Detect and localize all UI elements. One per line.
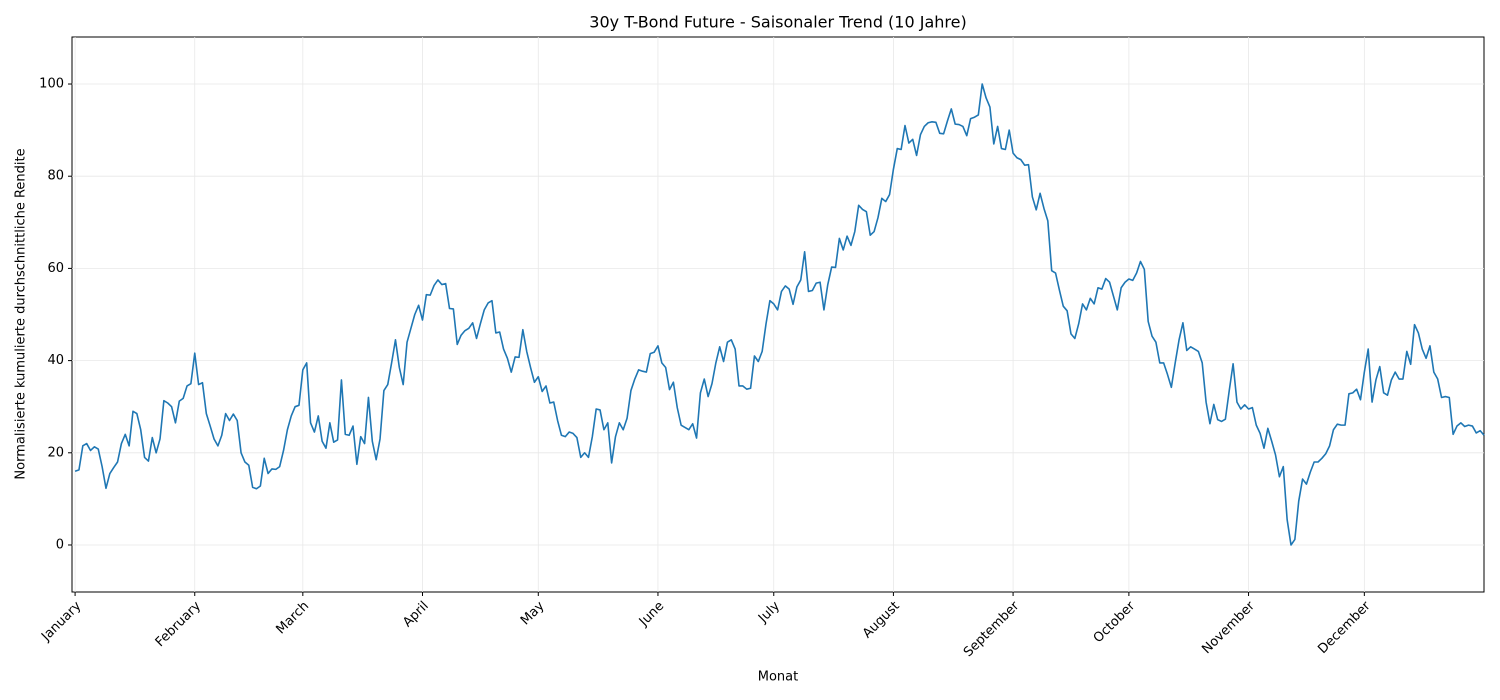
x-tick-label: November [1199,598,1258,657]
x-tick-label: May [518,598,548,628]
plot-frame [71,36,1485,593]
x-tick-label: February [153,598,205,650]
x-axis-label: Monat [758,670,798,685]
x-tick-label: June [636,599,667,630]
x-tick-label: December [1315,598,1374,657]
series-line [74,83,1485,546]
x-tick-label: September [961,598,1023,660]
chart-title: 30y T-Bond Future - Saisonaler Trend (10… [589,13,966,32]
x-tick-label: July [755,598,783,626]
x-tick-label: January [38,598,84,644]
y-tick-label: 0 [56,537,64,552]
y-tick-label: 100 [39,77,64,92]
y-tick-label: 20 [47,445,64,460]
x-tick-label: March [273,599,312,638]
y-axis-label: Normalisierte kumulierte durchschnittlic… [14,148,29,479]
y-tick-label: 40 [47,353,64,368]
x-tick-label: August [860,599,903,642]
y-tick-label: 60 [47,261,64,276]
x-tick-label: April [400,599,432,631]
y-tick-label: 80 [47,169,64,184]
x-tick-label: October [1091,598,1139,646]
